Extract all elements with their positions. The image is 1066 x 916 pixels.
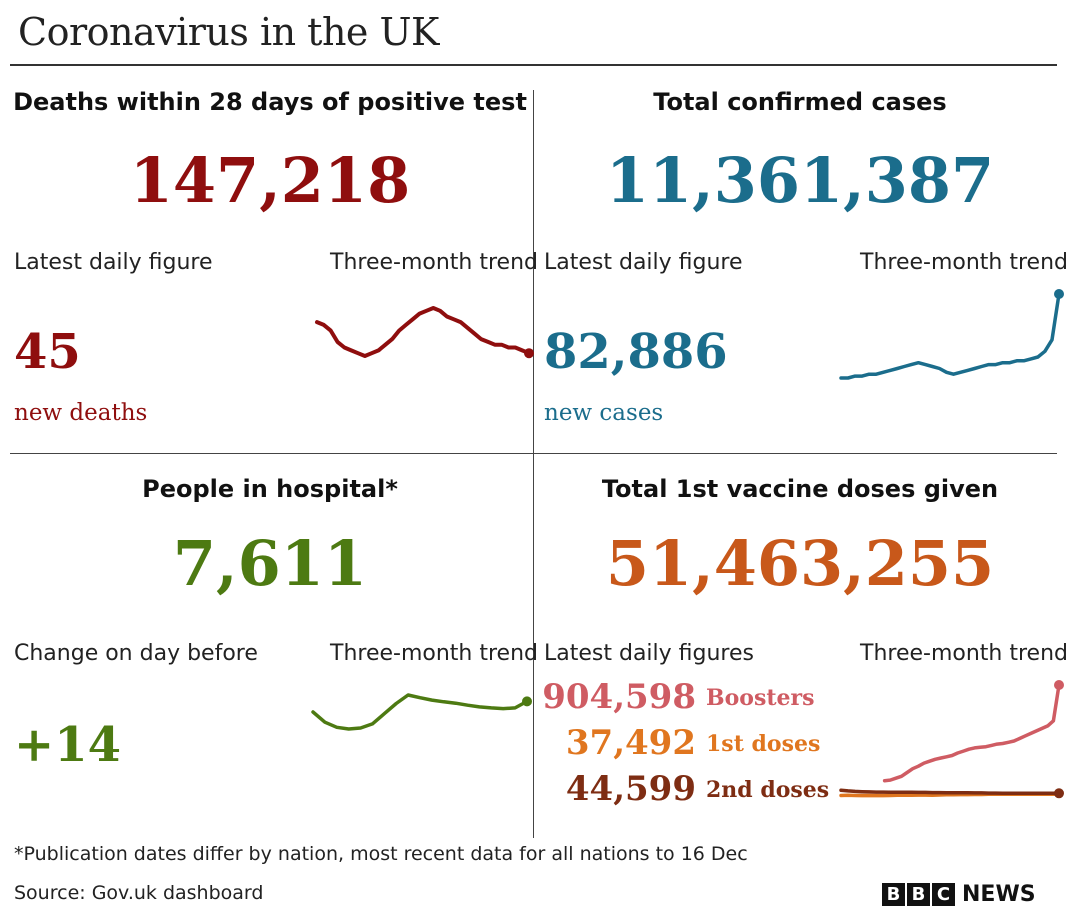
vaccine-panel: Total 1st vaccine doses given 51,463,255… xyxy=(540,455,1066,835)
vaccine-title: Total 1st vaccine doses given xyxy=(601,475,999,503)
cases-panel: Total confirmed cases 11,361,387 Latest … xyxy=(540,66,1066,452)
vaccine-trend-chart xyxy=(839,680,1064,799)
deaths-title: Deaths within 28 days of positive test xyxy=(13,88,527,116)
deaths-trend-label: Three-month trend xyxy=(330,250,538,275)
logo-letter: B xyxy=(882,882,905,906)
boosters-label: Boosters xyxy=(706,685,815,711)
cases-unit: new cases xyxy=(544,400,664,426)
deaths-unit: new deaths xyxy=(14,400,148,426)
divider-horizontal xyxy=(10,453,1057,454)
logo-word: NEWS xyxy=(962,881,1036,907)
page-title: Coronavirus in the UK xyxy=(18,10,439,54)
second-doses-label: 2nd doses xyxy=(706,777,830,803)
hospital-panel: People in hospital* 7,611 Change on day … xyxy=(10,455,538,835)
bbc-news-logo: B B C NEWS xyxy=(882,881,1036,907)
hospital-trend-chart xyxy=(311,693,532,731)
vaccine-daily-label: Latest daily figures xyxy=(544,641,754,666)
deaths-trend-end-point xyxy=(524,348,534,359)
second-doses-trend-end-point xyxy=(1054,788,1064,799)
hospital-total: 7,611 xyxy=(172,527,368,600)
divider-vertical-top xyxy=(533,90,534,454)
logo-letter: B xyxy=(907,882,930,906)
hospital-title: People in hospital* xyxy=(142,475,398,503)
deaths-trend-chart xyxy=(315,306,534,359)
cases-daily-value: 82,886 xyxy=(544,324,728,380)
hospital-trend-label: Three-month trend xyxy=(330,641,538,666)
divider-vertical-bottom xyxy=(533,454,534,838)
hospital-trend-end-point xyxy=(522,696,532,707)
title-rule xyxy=(10,64,1057,66)
cases-title: Total confirmed cases xyxy=(653,88,947,116)
hospital-change-value: +14 xyxy=(14,717,122,773)
hospital-change-label: Change on day before xyxy=(14,641,258,666)
first-doses-value: 37,492 xyxy=(565,723,696,763)
hospital-trend-line xyxy=(311,693,529,731)
boosters-trend-end-point xyxy=(1054,680,1064,690)
cases-trend-line xyxy=(839,292,1061,380)
footnote: *Publication dates differ by nation, mos… xyxy=(14,843,748,865)
cases-trend-end-point xyxy=(1054,289,1064,299)
deaths-daily-label: Latest daily figure xyxy=(14,250,213,275)
vaccine-total: 51,463,255 xyxy=(605,527,995,600)
source: Source: Gov.uk dashboard xyxy=(14,882,264,904)
cases-total: 11,361,387 xyxy=(605,144,995,217)
second-doses-value: 44,599 xyxy=(565,769,696,809)
deaths-trend-line xyxy=(315,306,531,358)
boosters-value: 904,598 xyxy=(542,677,696,717)
cases-daily-label: Latest daily figure xyxy=(544,250,743,275)
deaths-panel: Deaths within 28 days of positive test 1… xyxy=(10,66,538,452)
deaths-total: 147,218 xyxy=(129,144,411,217)
logo-letter: C xyxy=(932,882,955,906)
first-doses-label: 1st doses xyxy=(706,731,821,757)
cases-trend-label: Three-month trend xyxy=(860,250,1066,275)
boosters-trend-line xyxy=(882,683,1061,783)
vaccine-trend-label: Three-month trend xyxy=(860,641,1066,666)
deaths-daily-value: 45 xyxy=(14,324,81,380)
cases-trend-chart xyxy=(839,289,1064,380)
second-doses-trend-line xyxy=(839,788,1061,796)
